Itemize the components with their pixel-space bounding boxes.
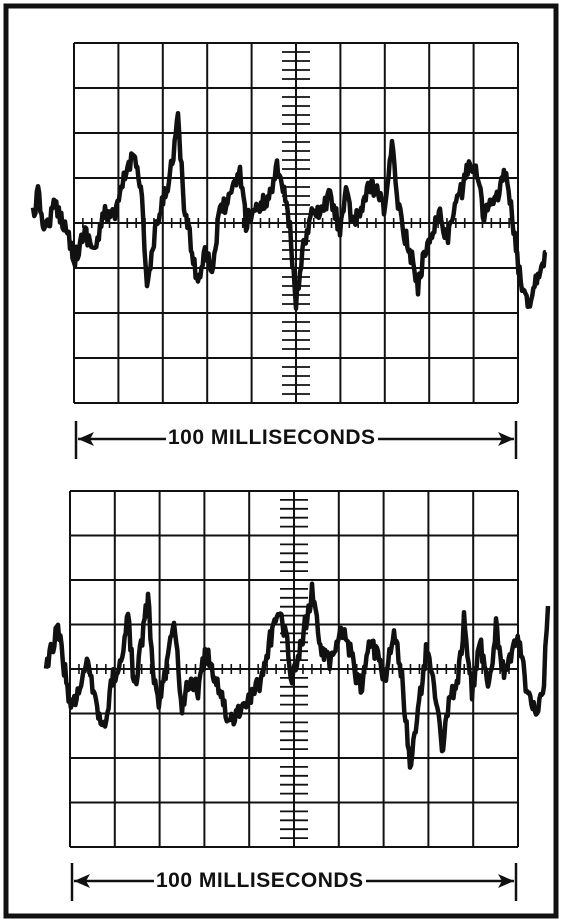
figure-border [3, 3, 559, 919]
span-arrowhead-right-bottom [498, 874, 514, 888]
span-arrowhead-left-top [78, 432, 94, 446]
span-arrowhead-right-top [498, 432, 514, 446]
span-arrowhead-left-bottom [74, 874, 90, 888]
oscilloscope-panel-top [30, 42, 548, 459]
waveform-trace-top [30, 110, 548, 311]
waveform-trace-bottom [43, 581, 551, 770]
time-span-label-bottom: 100 MILLISECONDS [154, 869, 366, 893]
oscilloscope-panel-bottom [43, 490, 551, 901]
time-span-label-top: 100 MILLISECONDS [166, 426, 378, 450]
